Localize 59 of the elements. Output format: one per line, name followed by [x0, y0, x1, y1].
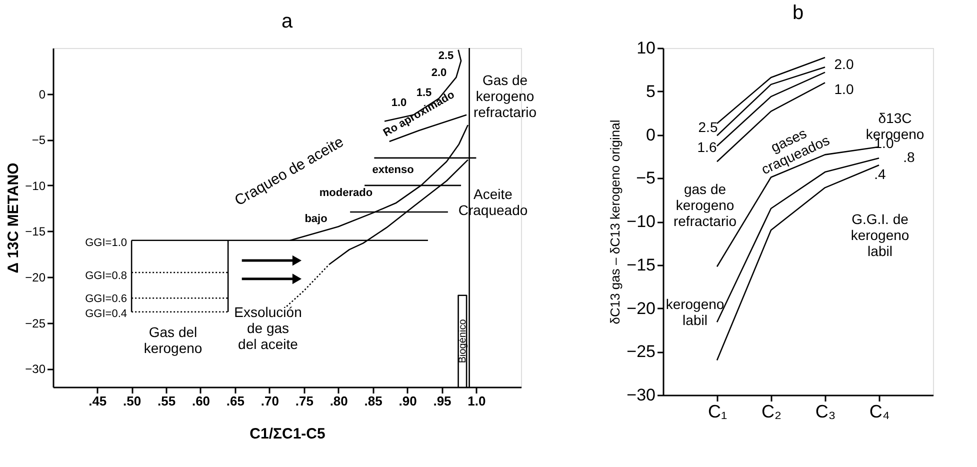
y-tick-label: −20 [25, 270, 46, 285]
annotation: Exsolución de gas del aceite [234, 304, 302, 352]
y-tick-label: −5 [32, 133, 46, 148]
y-axis-title: δC13 gas – δC13 kerogeno original [608, 120, 623, 324]
y-tick-label: −15 [25, 224, 46, 239]
x-tick-label: .95 [433, 394, 452, 408]
chart-title: a [281, 10, 294, 32]
x-tick-label: .80 [330, 394, 348, 408]
y-tick-label: 0 [38, 87, 46, 102]
y-tick-label: −5 [636, 168, 656, 188]
chart-title: b [792, 2, 804, 24]
x-tick-label: C₁ [708, 402, 728, 422]
x-tick-label: C₃ [815, 402, 836, 422]
annotation: GGI=0.6 [85, 293, 127, 305]
annotation: .4 [874, 166, 886, 182]
y-tick-label: −25 [626, 342, 656, 362]
annotation: kerogeno labil [666, 296, 724, 328]
annotation: GGI=0.4 [85, 308, 127, 320]
y-tick-label: 0 [646, 125, 656, 144]
annotation: 2.0 [834, 56, 854, 72]
annotation: extenso [372, 164, 414, 176]
x-tick-label: 1.0 [468, 394, 486, 408]
y-tick-label: −10 [25, 178, 46, 193]
x-tick-label: C₂ [762, 402, 782, 422]
y-tick-label: 5 [646, 82, 656, 101]
annotation: 2.5 [698, 119, 718, 135]
annotation: .8 [903, 149, 916, 165]
annotation: GGI=1.0 [85, 237, 127, 249]
annotation: G.G.I. de kerogeno labil [850, 211, 910, 259]
x-tick-label: .55 [158, 394, 176, 408]
annotation: 2.0 [431, 67, 447, 79]
annotation: GGI=0.8 [85, 270, 127, 282]
annotation: bajo [304, 213, 328, 225]
text: Biogénico [457, 318, 468, 364]
annotation: gas de kerogeno refractario [673, 181, 737, 229]
annotation: moderado [319, 187, 373, 199]
x-tick-label: .50 [123, 394, 142, 408]
x-tick-label: .45 [88, 394, 107, 408]
x-tick-label: .75 [295, 394, 314, 408]
annotation: Gas del kerogeno [144, 324, 202, 356]
y-tick-label: −15 [626, 255, 656, 274]
y-tick-label: −30 [25, 362, 46, 376]
x-tick-label: .85 [364, 394, 382, 408]
annotation: 2.5 [438, 50, 454, 62]
y-tick-label: 10 [636, 38, 656, 58]
annotation: 1.0 [834, 81, 854, 97]
y-axis-title: Δ 13C METANO [5, 162, 22, 274]
annotation: 1.6 [697, 139, 717, 155]
y-tick-label: −20 [626, 298, 656, 318]
y-tick-label: −25 [25, 316, 46, 330]
x-tick-label: .90 [398, 394, 417, 408]
x-tick-label: .70 [260, 394, 279, 408]
y-tick-label: −10 [626, 212, 656, 231]
x-tick-label: .65 [226, 394, 244, 408]
x-tick-label: C₄ [869, 402, 890, 422]
x-axis-title: C1/ΣC1-C5 [250, 426, 326, 442]
y-tick-label: −30 [626, 386, 656, 404]
x-tick-label: .60 [192, 394, 210, 408]
annotation: Gas de kerogeno refractario [473, 72, 537, 120]
